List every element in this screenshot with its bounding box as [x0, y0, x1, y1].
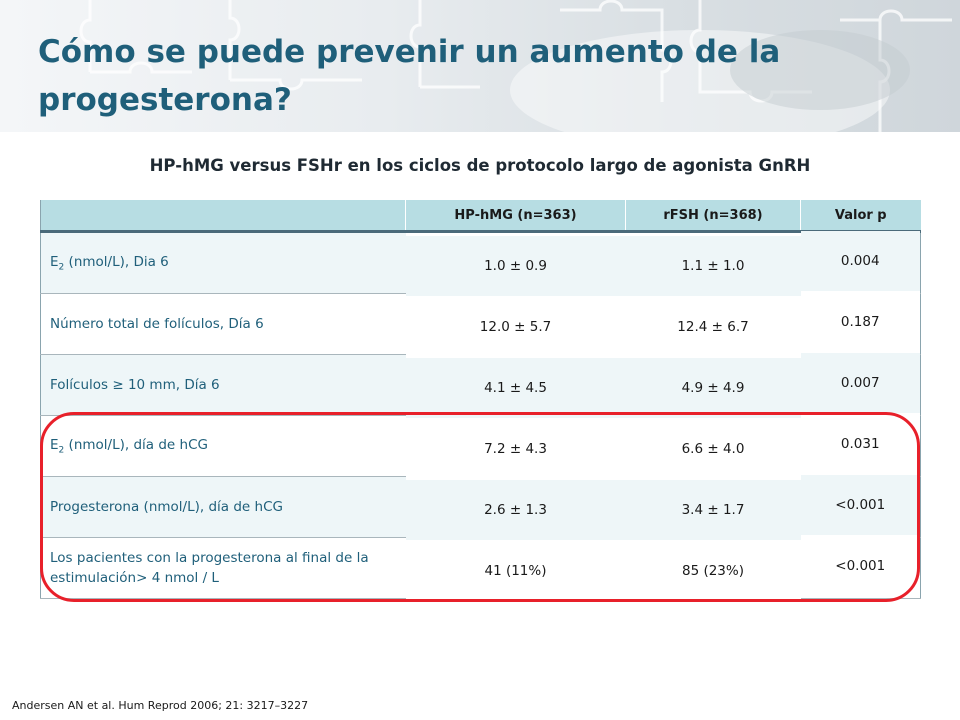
cell-hphmg: 2.6 ± 1.3 — [405, 479, 626, 541]
page-title: Cómo se puede prevenir un aumento de la … — [38, 34, 781, 118]
cell-pvalue: 0.004 — [800, 229, 921, 292]
cell-rfsh: 4.9 ± 4.9 — [625, 357, 801, 419]
table-header-row: HP-hMG (n=363) rFSH (n=368) Valor p — [40, 200, 921, 233]
cell-hphmg: 4.1 ± 4.5 — [405, 357, 626, 419]
header-cell-hphmg: HP-hMG (n=363) — [405, 200, 626, 233]
table-row: E2 (nmol/L), Dia 6 1.0 ± 0.9 1.1 ± 1.0 0… — [40, 229, 921, 297]
cell-rfsh: 3.4 ± 1.7 — [625, 479, 801, 541]
row-label: Progesterona (nmol/L), día de hCG — [40, 476, 406, 538]
header-cell-empty — [40, 200, 406, 233]
table-subtitle: HP-hMG versus FSHr en los ciclos de prot… — [149, 156, 811, 175]
cell-pvalue: 0.187 — [800, 291, 921, 353]
cell-hphmg: 41 (11%) — [405, 540, 626, 602]
header-banner — [0, 0, 960, 132]
header-cell-pvalue: Valor p — [800, 200, 921, 233]
row-label: E2 (nmol/L), Dia 6 — [40, 231, 406, 294]
cell-pvalue: <0.001 — [800, 535, 921, 597]
cell-pvalue: <0.001 — [800, 474, 921, 536]
puzzle-background-graphic — [79, 0, 952, 132]
table-row: Folículos ≥ 10 mm, Día 6 4.1 ± 4.5 4.9 ±… — [40, 352, 921, 419]
row-label: Número total de folículos, Día 6 — [40, 293, 406, 355]
row-label: E2 (nmol/L), día de hCG — [40, 415, 406, 477]
cell-pvalue: 0.031 — [800, 413, 921, 475]
comparison-table: HP-hMG (n=363) rFSH (n=368) Valor p E2 (… — [40, 200, 921, 602]
cell-rfsh: 12.4 ± 6.7 — [625, 296, 801, 358]
table-row: Progesterona (nmol/L), día de hCG 2.6 ± … — [40, 474, 921, 541]
row-label: Los pacientes con la progesterona al fin… — [40, 537, 406, 599]
cell-hphmg: 1.0 ± 0.9 — [405, 234, 626, 297]
cell-hphmg: 7.2 ± 4.3 — [405, 418, 626, 480]
cell-rfsh: 85 (23%) — [625, 540, 801, 602]
table-row: Los pacientes con la progesterona al fin… — [40, 535, 921, 602]
cell-rfsh: 1.1 ± 1.0 — [625, 234, 801, 297]
table-row: Número total de folículos, Día 6 12.0 ± … — [40, 291, 921, 358]
citation: Andersen AN et al. Hum Reprod 2006; 21: … — [12, 699, 309, 712]
cell-pvalue: 0.007 — [800, 352, 921, 414]
cell-rfsh: 6.6 ± 4.0 — [625, 418, 801, 480]
table-row: E2 (nmol/L), día de hCG 7.2 ± 4.3 6.6 ± … — [40, 413, 921, 480]
header-cell-rfsh: rFSH (n=368) — [625, 200, 801, 233]
cell-hphmg: 12.0 ± 5.7 — [405, 296, 626, 358]
row-label: Folículos ≥ 10 mm, Día 6 — [40, 354, 406, 416]
